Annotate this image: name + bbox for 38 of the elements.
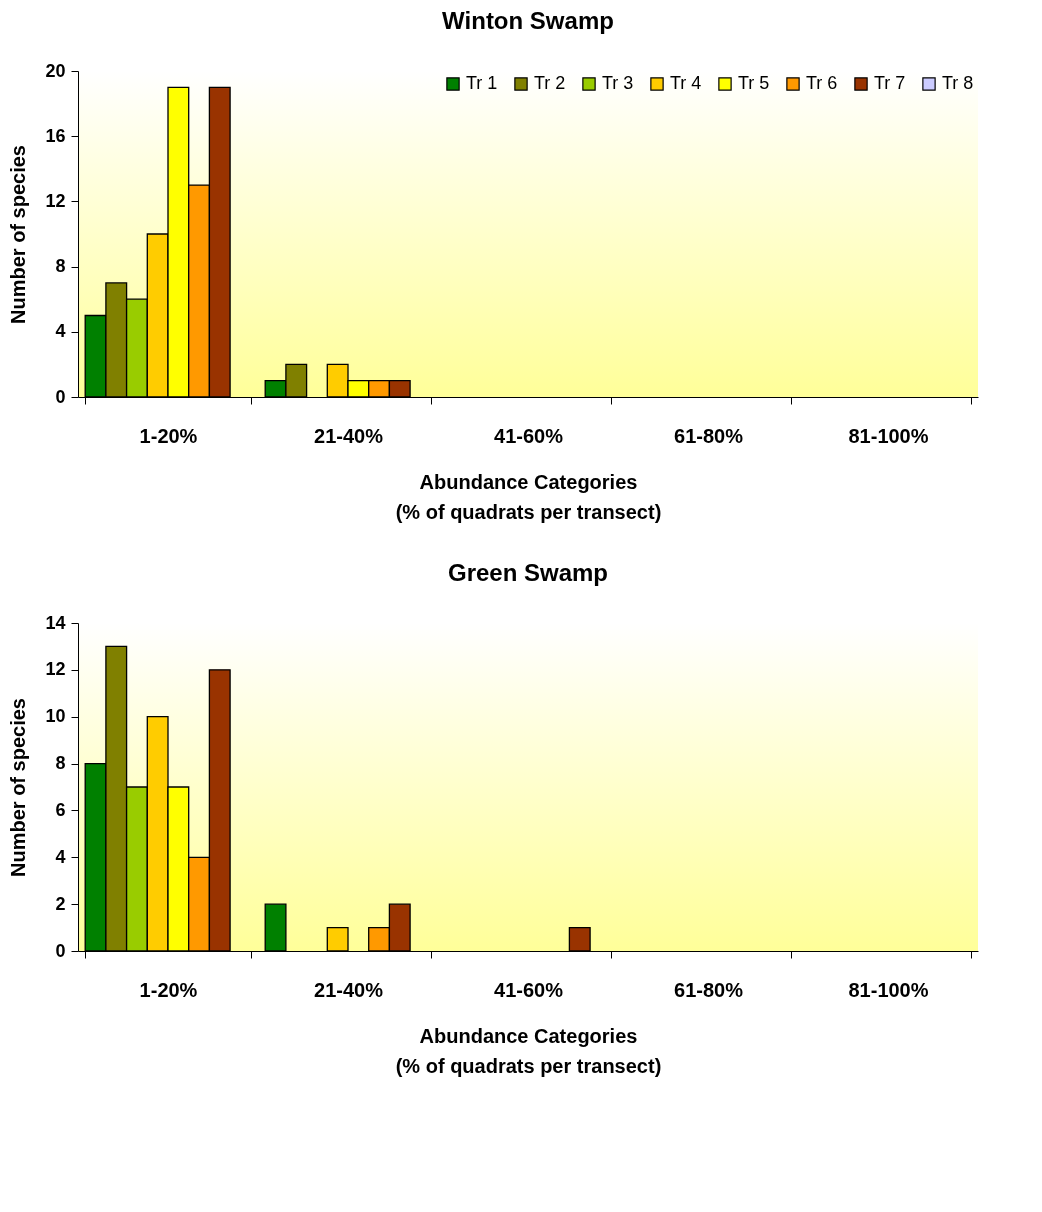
- legend-label: Tr 3: [602, 73, 634, 93]
- legend-label: Tr 2: [534, 73, 566, 93]
- y-tick-label: 0: [55, 940, 66, 961]
- y-tick-label: 12: [45, 190, 66, 211]
- legend-label: Tr 1: [466, 73, 498, 93]
- y-tick-label: 4: [55, 321, 66, 342]
- x-tick-label: 21-40%: [314, 424, 384, 447]
- chart-title: Green Swamp: [447, 559, 609, 586]
- x-tick-label: 41-60%: [494, 424, 564, 447]
- legend-label: Tr 8: [942, 73, 974, 93]
- x-tick-label: 61-80%: [674, 424, 744, 447]
- x-tick-label: 81-100%: [848, 424, 929, 447]
- y-axis-title: Number of species: [7, 145, 30, 324]
- y-tick-label: 8: [55, 753, 66, 774]
- legend-label: Tr 5: [738, 73, 770, 93]
- y-tick-label: 12: [45, 659, 66, 680]
- y-tick-label: 20: [45, 60, 66, 81]
- y-tick-label: 16: [45, 125, 66, 146]
- y-tick-label: 8: [55, 256, 66, 277]
- y-tick-label: 14: [45, 612, 66, 633]
- x-axis-title: Abundance Categories (% of quadrats per transect): [395, 470, 662, 523]
- x-tick-label: 41-60%: [494, 978, 564, 1001]
- legend-label: Tr 4: [670, 73, 702, 93]
- y-tick-label: 2: [55, 893, 66, 914]
- x-tick-label: 21-40%: [314, 978, 384, 1001]
- x-tick-label: 1-20%: [139, 424, 198, 447]
- y-tick-label: 10: [45, 706, 66, 727]
- x-tick-label: 1-20%: [139, 978, 198, 1001]
- x-tick-label: 81-100%: [848, 978, 929, 1001]
- y-tick-label: 6: [55, 799, 66, 820]
- x-tick-label: 61-80%: [674, 978, 744, 1001]
- chart-title: Winton Swamp: [442, 7, 614, 34]
- x-axis-title: Abundance Categories (% of quadrats per transect): [395, 1024, 662, 1077]
- y-tick-label: 0: [55, 386, 66, 407]
- y-axis-title: Number of species: [7, 698, 30, 877]
- legend-label: Tr 7: [874, 73, 906, 93]
- legend-label: Tr 6: [806, 73, 838, 93]
- y-tick-label: 4: [55, 846, 66, 867]
